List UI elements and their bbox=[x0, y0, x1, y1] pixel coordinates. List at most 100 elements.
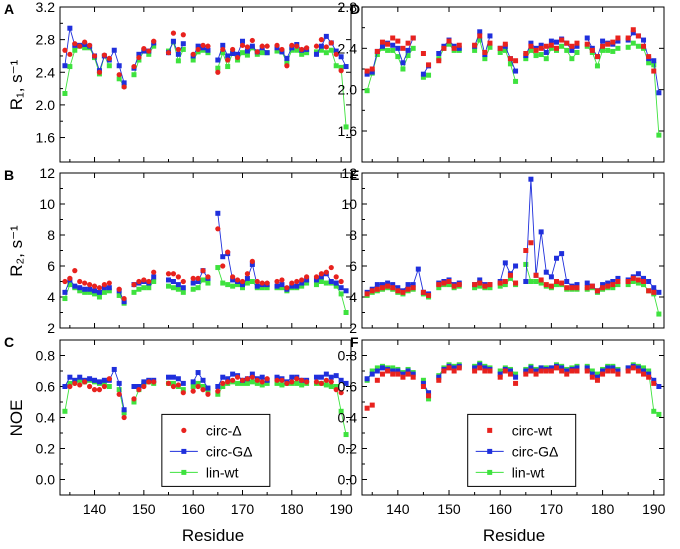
panel-c-point-circ-delta bbox=[304, 379, 310, 385]
panel-e-point-circ-wt bbox=[456, 282, 462, 288]
panel-d-point-circ-gdelta bbox=[456, 45, 462, 51]
panel-e-y-tick-label: 8 bbox=[349, 227, 357, 243]
panel-f-point-lin-wt bbox=[641, 365, 647, 371]
panel-e-point-lin-wt bbox=[472, 285, 478, 291]
panel-d-point-circ-gdelta bbox=[395, 45, 401, 51]
panel-d-point-circ-gdelta bbox=[538, 42, 544, 48]
panel-a-point-lin-wt bbox=[244, 52, 250, 58]
panel-a-point-circ-delta bbox=[279, 46, 285, 53]
panel-c-point-circ-delta bbox=[274, 377, 280, 383]
panel-f-point-circ-gdelta bbox=[523, 368, 529, 374]
panel-f-point-circ-gdelta bbox=[646, 371, 652, 377]
panel-d-point-circ-wt bbox=[472, 42, 478, 48]
panel-c-point-circ-delta bbox=[323, 377, 329, 383]
panel-d-point-circ-wt bbox=[385, 41, 391, 47]
panel-e-point-circ-wt bbox=[364, 291, 370, 297]
panel-a-point-circ-gdelta bbox=[343, 64, 349, 70]
panel-d-y-tick-label: 2.0 bbox=[338, 82, 358, 98]
panel-e-point-circ-gdelta bbox=[574, 282, 580, 288]
panel-e-point-circ-gdelta bbox=[635, 271, 641, 277]
panel-d-point-circ-wt bbox=[456, 42, 462, 48]
panel-b-point-lin-wt bbox=[170, 285, 176, 291]
panel-c-y-tick-label: 0.4 bbox=[36, 410, 56, 426]
panel-c-point-circ-gdelta bbox=[338, 377, 344, 383]
panel-f-legend-box bbox=[467, 413, 577, 487]
panel-b-point-circ-delta bbox=[86, 282, 93, 288]
panel-b-point-lin-wt bbox=[131, 289, 137, 295]
panel-e-point-circ-wt bbox=[374, 286, 380, 292]
panel-e-point-circ-wt bbox=[600, 285, 606, 291]
panel-c-point-circ-delta bbox=[141, 383, 147, 390]
panel-c-legend-label-circ-gdelta: circ-GΔ bbox=[206, 443, 253, 459]
panel-e-point-circ-wt bbox=[405, 286, 411, 292]
panel-a-point-circ-delta bbox=[170, 30, 177, 36]
panel-a-point-circ-gdelta bbox=[111, 47, 117, 53]
panel-b-point-circ-delta bbox=[254, 278, 260, 285]
panel-f-point-circ-wt bbox=[589, 374, 595, 380]
panel-d-point-lin-wt bbox=[559, 43, 565, 49]
panel-c-point-circ-delta bbox=[318, 380, 325, 386]
panel-a-point-lin-wt bbox=[72, 47, 78, 53]
panel-c-point-lin-wt bbox=[323, 382, 329, 388]
panel-a-point-circ-delta bbox=[101, 52, 107, 58]
panel-b-point-circ-delta bbox=[131, 282, 137, 288]
panel-f-point-circ-wt bbox=[456, 365, 462, 371]
panel-f-point-lin-wt bbox=[390, 365, 396, 371]
panel-f-point-circ-gdelta bbox=[379, 365, 385, 371]
panel-b-point-lin-wt bbox=[279, 285, 285, 291]
panel-b-point-lin-wt bbox=[205, 280, 211, 286]
panel-e-point-circ-gdelta bbox=[395, 285, 401, 291]
panel-f-y-tick-label: 0.0 bbox=[338, 472, 358, 488]
panel-e-point-circ-wt bbox=[497, 280, 503, 286]
panel-b-letter: B bbox=[4, 167, 14, 183]
panel-b-point-lin-wt bbox=[343, 310, 349, 315]
panel-c-y-tick-label: 0.6 bbox=[36, 379, 56, 395]
panel-a-point-circ-delta bbox=[333, 51, 339, 57]
panel-d-point-lin-wt bbox=[646, 60, 652, 66]
panel-f-point-circ-gdelta bbox=[574, 365, 580, 371]
panel-e-point-circ-wt bbox=[569, 285, 575, 291]
panel-e-point-circ-gdelta bbox=[656, 289, 662, 295]
panel-f-x-tick-label: 150 bbox=[437, 501, 461, 517]
panel-d-point-circ-wt bbox=[426, 62, 432, 68]
panel-c-point-lin-wt bbox=[131, 399, 137, 405]
panel-e-point-circ-gdelta bbox=[410, 282, 416, 288]
panel-d-line-lin-wt bbox=[366, 38, 660, 136]
panel-a-point-circ-gdelta bbox=[170, 38, 176, 44]
panel-d-point-lin-wt bbox=[635, 43, 641, 49]
panel-a-point-circ-gdelta bbox=[230, 51, 236, 56]
panel-d-point-circ-wt bbox=[594, 54, 600, 60]
panel-e-point-circ-wt bbox=[487, 282, 493, 288]
panel-b-point-lin-wt bbox=[249, 279, 255, 284]
panel-d-point-lin-wt bbox=[395, 54, 401, 60]
panel-c-point-circ-delta bbox=[230, 377, 236, 383]
panel-f-point-circ-gdelta bbox=[436, 374, 442, 380]
panel-b-point-circ-delta bbox=[338, 278, 344, 285]
panel-e-point-circ-gdelta bbox=[651, 285, 657, 291]
panel-b-point-lin-wt bbox=[151, 279, 157, 284]
panel-a-point-circ-delta bbox=[165, 50, 172, 56]
panel-d-point-circ-wt bbox=[528, 43, 534, 49]
panel-f-point-circ-wt bbox=[497, 374, 503, 380]
panel-d-point-circ-gdelta bbox=[584, 35, 590, 41]
panel-d-y-tick-label: 2.4 bbox=[338, 40, 358, 56]
panel-a-y-tick-label: 2.4 bbox=[36, 64, 56, 80]
panel-d-y-tick-label: 2.8 bbox=[338, 0, 358, 15]
panel-e-point-lin-wt bbox=[523, 261, 529, 267]
panel-b-point-circ-delta bbox=[279, 277, 285, 283]
panel-c-point-lin-wt bbox=[239, 380, 245, 386]
panel-c-point-circ-gdelta bbox=[67, 374, 73, 380]
panel-a-point-lin-wt bbox=[116, 76, 122, 82]
panel-a-point-lin-wt bbox=[338, 64, 344, 70]
panel-d-point-lin-wt bbox=[656, 132, 662, 138]
panel-c-point-circ-delta bbox=[289, 379, 295, 385]
panel-d-point-lin-wt bbox=[446, 41, 452, 47]
panel-a-point-circ-gdelta bbox=[175, 51, 181, 57]
panel-b-point-circ-gdelta bbox=[62, 289, 68, 295]
panel-a-point-lin-wt bbox=[333, 63, 339, 69]
panel-e-point-circ-wt bbox=[446, 279, 452, 284]
panel-f-x-tick-label: 170 bbox=[540, 501, 564, 517]
panel-b-point-lin-wt bbox=[92, 291, 98, 297]
panel-a-point-circ-gdelta bbox=[180, 41, 186, 47]
panel-f-y-tick-label: 0.8 bbox=[338, 348, 358, 364]
